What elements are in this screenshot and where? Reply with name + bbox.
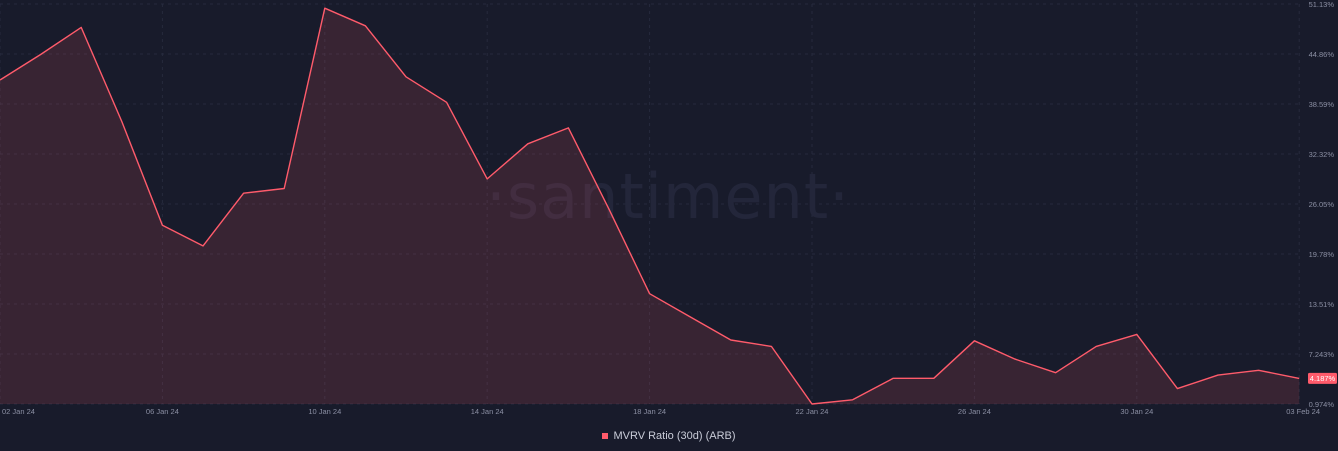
data-point bbox=[1257, 369, 1259, 371]
x-tick-label: 03 Feb 24 bbox=[1286, 407, 1320, 416]
data-point bbox=[486, 178, 488, 180]
last-value-label: 4.187% bbox=[1310, 374, 1336, 383]
data-point bbox=[973, 340, 975, 342]
last-value-badge-bg bbox=[1308, 372, 1337, 384]
data-point bbox=[202, 245, 204, 247]
data-point bbox=[1136, 333, 1138, 335]
data-point bbox=[39, 53, 41, 55]
last-value-badge: 4.187% bbox=[1308, 372, 1337, 384]
data-point bbox=[892, 377, 894, 379]
x-tick-label: 26 Jan 24 bbox=[958, 407, 991, 416]
x-axis: 02 Jan 24 06 Jan 24 10 Jan 24 14 Jan 24 18 J… bbox=[2, 407, 1320, 416]
data-point bbox=[567, 127, 569, 129]
data-point bbox=[121, 120, 123, 122]
x-tick-label: 06 Jan 24 bbox=[146, 407, 179, 416]
data-point bbox=[80, 26, 82, 28]
data-point bbox=[1217, 374, 1219, 376]
data-point bbox=[405, 76, 407, 78]
data-point bbox=[851, 399, 853, 401]
data-point bbox=[242, 192, 244, 194]
data-point bbox=[445, 101, 447, 103]
y-axis: 51.13% 44.86% 38.59% 32.32% 26.05% 19.78% 13.5… bbox=[1309, 0, 1335, 409]
data-point bbox=[324, 7, 326, 9]
y-tick-label: 38.59% bbox=[1309, 100, 1335, 109]
legend-swatch bbox=[602, 433, 609, 439]
data-point bbox=[608, 208, 610, 210]
y-tick-label: 26.05% bbox=[1309, 200, 1335, 209]
data-point bbox=[1054, 371, 1056, 373]
y-tick-label: 44.86% bbox=[1309, 50, 1335, 59]
data-point bbox=[648, 293, 650, 295]
x-tick-label: 10 Jan 24 bbox=[308, 407, 341, 416]
legend-label: MVRV Ratio (30d) (ARB) bbox=[613, 430, 736, 442]
data-point bbox=[1176, 387, 1178, 389]
y-tick-label: 32.32% bbox=[1309, 150, 1335, 159]
y-tick-label: 13.51% bbox=[1309, 300, 1335, 309]
x-tick-label: 18 Jan 24 bbox=[633, 407, 666, 416]
series-line bbox=[0, 7, 1300, 405]
data-point bbox=[811, 403, 813, 405]
x-tick-label: 30 Jan 24 bbox=[1120, 407, 1153, 416]
data-point bbox=[1095, 345, 1097, 347]
data-point bbox=[283, 187, 285, 189]
data-point bbox=[730, 339, 732, 341]
x-tick-label: 22 Jan 24 bbox=[796, 407, 829, 416]
y-tick-label: 19.78% bbox=[1309, 250, 1335, 259]
y-tick-label: 51.13% bbox=[1309, 0, 1335, 9]
data-point bbox=[527, 143, 529, 145]
data-point bbox=[933, 377, 935, 379]
data-point bbox=[689, 316, 691, 318]
x-tick-label: 02 Jan 24 bbox=[2, 407, 35, 416]
data-point bbox=[1298, 377, 1300, 379]
y-tick-label: 7.243% bbox=[1309, 350, 1335, 359]
watermark: ·santiment· bbox=[486, 160, 850, 233]
x-tick-label: 14 Jan 24 bbox=[471, 407, 504, 416]
data-point bbox=[1014, 358, 1016, 360]
legend[interactable]: MVRV Ratio (30d) (ARB) bbox=[0, 430, 1338, 442]
data-point bbox=[161, 224, 163, 226]
data-point bbox=[770, 345, 772, 347]
y-tick-label: 0.974% bbox=[1309, 400, 1335, 409]
data-point bbox=[364, 25, 366, 27]
series-area-fill bbox=[0, 8, 1300, 404]
